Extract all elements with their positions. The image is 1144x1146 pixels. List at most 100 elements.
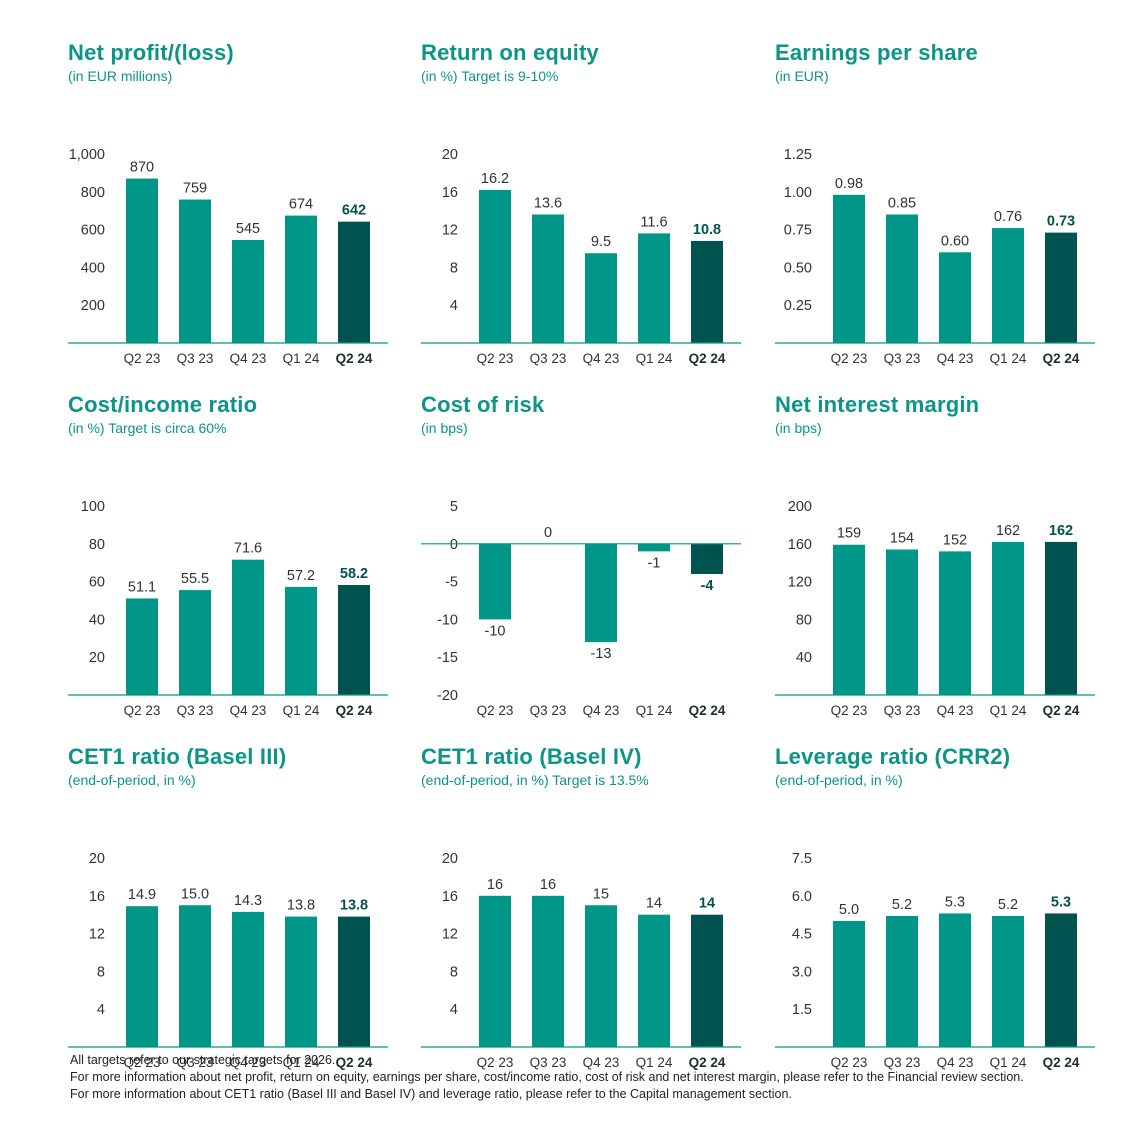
y-tick-label: 12 (442, 223, 458, 239)
y-tick-label: 0 (450, 537, 458, 553)
x-tick-label: Q2 23 (831, 351, 868, 366)
x-tick-label: Q3 23 (177, 703, 214, 718)
chart-plot: 40 80 120 160 200 159 Q2 23 154 Q3 23 152 Q4 23 162… (775, 499, 1095, 718)
value-label: 10.8 (693, 222, 721, 238)
value-label: -10 (485, 623, 506, 639)
chart-cost-of-risk: Cost of risk (in bps) -20 -15 -10 -5 0 5 -10 Q2 2… (421, 392, 761, 718)
y-tick-label: 12 (442, 927, 458, 943)
chart-net-profit-loss: Net profit/(loss) (in EUR millions) 200 400… (68, 40, 408, 366)
y-tick-label: 16 (89, 889, 105, 905)
bar-q1-24 (638, 233, 670, 343)
x-tick-label: Q2 24 (336, 351, 373, 366)
y-tick-label: 16 (442, 185, 458, 201)
chart-cet1-ratio-basel-iii: CET1 ratio (Basel III) (end-of-period, in… (68, 744, 408, 1070)
bar-q4-23 (232, 911, 264, 1047)
chart-subtitle: (in EUR) (775, 68, 829, 84)
chart-title: CET1 ratio (Basel IV) (421, 744, 642, 769)
bar-q1-24 (638, 543, 670, 552)
bar-q1-24 (638, 914, 670, 1047)
y-tick-label: 8 (97, 964, 105, 980)
chart-plot: 200 400 600 800 1,000 870 Q2 23 759 Q3 23 545 Q4 2… (68, 147, 388, 366)
value-label: 154 (890, 530, 914, 546)
bar-q2-24 (1045, 232, 1077, 343)
x-tick-label: Q4 23 (583, 1055, 620, 1070)
bar-q4-23 (939, 913, 971, 1047)
y-tick-label: 200 (788, 499, 812, 515)
x-tick-label: Q3 23 (884, 703, 921, 718)
value-label: 14 (699, 896, 715, 912)
chart-subtitle: (in EUR millions) (68, 68, 173, 84)
x-tick-label: Q2 23 (124, 703, 161, 718)
bar-q2-23 (126, 178, 158, 343)
footnote-financial-review: For more information about net profit, r… (70, 1070, 1024, 1084)
footnote-capital-management: For more information about CET1 ratio (B… (70, 1087, 792, 1101)
chart-subtitle: (in %) Target is circa 60% (68, 420, 227, 436)
x-tick-label: Q2 23 (124, 1055, 161, 1070)
y-tick-label: 80 (796, 612, 812, 628)
chart-plot: 4 8 12 16 20 14.9 Q2 23 15.0 Q3 23 14.3 Q4 23 13.8 Q… (68, 851, 388, 1070)
value-label: 162 (996, 523, 1020, 539)
y-tick-label: 6.0 (792, 889, 812, 905)
y-tick-label: 40 (796, 650, 812, 666)
x-tick-label: Q2 24 (1043, 1055, 1080, 1070)
value-label: 58.2 (340, 566, 368, 582)
bar-q3-23 (179, 590, 211, 695)
x-tick-label: Q2 24 (689, 351, 726, 366)
chart-plot: 4 8 12 16 20 16 Q2 23 16 Q3 23 15 Q4 23 14 Q1 24 14 Q2… (421, 851, 741, 1070)
bar-q4-23 (939, 252, 971, 343)
y-tick-label: 160 (788, 537, 812, 553)
x-tick-label: Q1 24 (283, 703, 320, 718)
chart-leverage-ratio-crr2: Leverage ratio (CRR2) (end-of-period, in … (775, 744, 1115, 1070)
x-tick-label: Q4 23 (230, 1055, 267, 1070)
x-tick-label: Q2 24 (689, 703, 726, 718)
y-tick-label: 80 (89, 537, 105, 553)
x-tick-label: Q4 23 (937, 1055, 974, 1070)
value-label: 16 (487, 877, 503, 893)
bar-q4-23 (939, 551, 971, 695)
value-label: 5.2 (998, 897, 1018, 913)
y-tick-label: 5 (450, 499, 458, 515)
bar-q2-23 (479, 543, 511, 620)
value-label: 5.0 (839, 902, 859, 918)
x-tick-label: Q3 23 (884, 351, 921, 366)
bar-q2-23 (833, 921, 865, 1047)
x-tick-label: Q3 23 (177, 351, 214, 366)
bar-q2-23 (126, 598, 158, 695)
chart-plot: -20 -15 -10 -5 0 5 -10 Q2 23 0 Q3 23 -13 Q4 23 -1 Q1 … (421, 499, 741, 718)
y-tick-label: -15 (437, 650, 458, 666)
x-tick-label: Q2 23 (124, 351, 161, 366)
value-label: 55.5 (181, 571, 209, 587)
x-tick-label: Q3 23 (884, 1055, 921, 1070)
value-label: 0.85 (888, 195, 916, 211)
x-tick-label: Q1 24 (636, 351, 673, 366)
x-tick-label: Q2 23 (831, 703, 868, 718)
y-tick-label: 7.5 (792, 851, 812, 867)
x-tick-label: Q3 23 (177, 1055, 214, 1070)
x-tick-label: Q1 24 (636, 1055, 673, 1070)
value-label: 9.5 (591, 234, 611, 250)
y-tick-label: 0.25 (784, 298, 812, 314)
chart-plot: 1.5 3.0 4.5 6.0 7.5 5.0 Q2 23 5.2 Q3 23 5.3 Q4 23 5… (775, 851, 1095, 1070)
bar-q2-24 (338, 916, 370, 1047)
bar-q3-23 (886, 915, 918, 1047)
x-tick-label: Q3 23 (530, 351, 567, 366)
value-label: 870 (130, 160, 154, 176)
bar-q4-23 (232, 239, 264, 343)
x-tick-label: Q1 24 (636, 703, 673, 718)
chart-plot: 4 8 12 16 20 16.2 Q2 23 13.6 Q3 23 9.5 Q4 23 11.6 Q1… (421, 147, 741, 366)
x-tick-label: Q1 24 (990, 703, 1027, 718)
bar-q1-24 (992, 541, 1024, 695)
value-label: -1 (648, 555, 661, 571)
value-label: -13 (591, 646, 612, 662)
x-tick-label: Q1 24 (990, 351, 1027, 366)
x-tick-label: Q2 24 (336, 1055, 373, 1070)
bar-q3-23 (532, 214, 564, 343)
value-label: 642 (342, 203, 366, 219)
chart-plot: 20 40 60 80 100 51.1 Q2 23 55.5 Q3 23 71.6 Q4 23 57… (68, 499, 388, 718)
y-tick-label: 1,000 (69, 147, 105, 163)
value-label: 0.76 (994, 209, 1022, 225)
kpi-chart-grid: Net profit/(loss) (in EUR millions) 200 400… (68, 40, 1095, 1070)
footnotes: All targets refer to our strategic targe… (70, 1052, 1120, 1103)
y-tick-label: 16 (442, 889, 458, 905)
y-tick-label: -5 (445, 575, 458, 591)
